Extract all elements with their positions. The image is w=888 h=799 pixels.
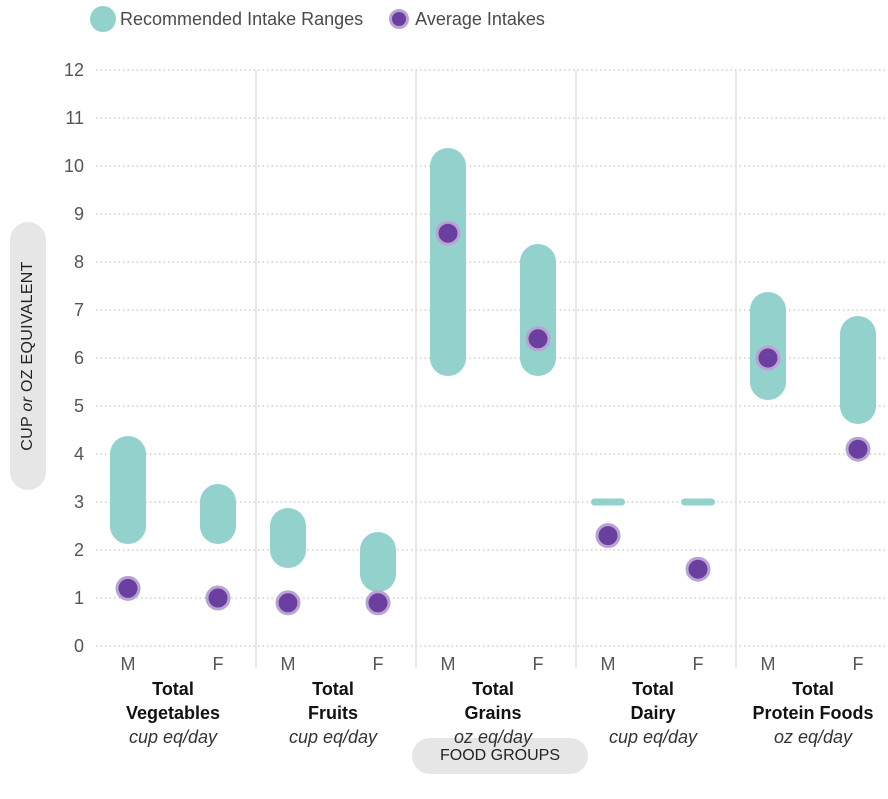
y-tick-label: 5 (74, 396, 84, 416)
y-tick-label: 7 (74, 300, 84, 320)
group-unit: cup eq/day (289, 727, 378, 747)
range-bar (591, 498, 625, 506)
x-tick-label-sex: M (441, 654, 456, 674)
group-name-line1: Total (312, 679, 354, 699)
average-swatch-icon (389, 9, 410, 29)
x-tick-label-sex: F (693, 654, 704, 674)
x-tick-label-sex: F (373, 654, 384, 674)
average-point (205, 585, 231, 611)
group-name-line1: Total (632, 679, 674, 699)
group-name-line2: Protein Foods (753, 703, 874, 723)
x-tick-label-sex: M (121, 654, 136, 674)
legend-item-average: Average Intakes (389, 9, 545, 30)
group-name-line1: Total (792, 679, 834, 699)
average-point (845, 436, 871, 462)
range-bar (840, 316, 876, 424)
y-tick-label: 6 (74, 348, 84, 368)
x-axis-label: FOOD GROUPS (439, 747, 560, 764)
average-point (525, 326, 551, 352)
x-tick-label-sex: M (281, 654, 296, 674)
average-point (115, 575, 141, 601)
range-bar (360, 532, 396, 592)
average-point (365, 590, 391, 616)
y-tick-label: 10 (64, 156, 84, 176)
group-name-line1: Total (152, 679, 194, 699)
group-unit: oz eq/day (774, 727, 853, 747)
group-name-line2: Vegetables (126, 703, 220, 723)
y-axis-label-pill (10, 222, 46, 490)
x-tick-label-sex: F (533, 654, 544, 674)
range-bar (270, 508, 306, 568)
group-name-line2: Fruits (308, 703, 358, 723)
y-tick-label: 3 (74, 492, 84, 512)
x-tick-label-sex: M (601, 654, 616, 674)
average-point (755, 345, 781, 371)
average-point (595, 523, 621, 549)
y-tick-label: 9 (74, 204, 84, 224)
y-tick-label: 11 (65, 108, 84, 128)
group-unit: cup eq/day (129, 727, 218, 747)
average-point (685, 556, 711, 582)
range-bar (681, 498, 715, 506)
group-name-line2: Grains (464, 703, 521, 723)
group-name-line2: Dairy (630, 703, 675, 723)
y-tick-label: 4 (74, 444, 84, 464)
legend: Recommended Intake Ranges Average Intake… (90, 6, 571, 32)
group-unit: cup eq/day (609, 727, 698, 747)
range-bar (200, 484, 236, 544)
y-tick-label: 12 (64, 60, 84, 80)
range-swatch-icon (90, 6, 116, 32)
average-point (435, 220, 461, 246)
legend-average-label: Average Intakes (415, 8, 545, 29)
average-point (275, 590, 301, 616)
group-unit: oz eq/day (454, 727, 533, 747)
group-name-line1: Total (472, 679, 514, 699)
y-tick-label: 1 (74, 588, 84, 608)
legend-item-range: Recommended Intake Ranges (90, 6, 363, 32)
legend-range-label: Recommended Intake Ranges (120, 8, 364, 29)
range-bar (520, 244, 556, 376)
x-tick-label-sex: F (213, 654, 224, 674)
x-tick-label-sex: M (761, 654, 776, 674)
range-bar (430, 148, 466, 376)
x-tick-label-sex: F (853, 654, 864, 674)
y-tick-label: 2 (74, 540, 84, 560)
range-bar (110, 436, 146, 544)
y-tick-label: 0 (74, 636, 84, 656)
x-axis-label-pill: FOOD GROUPS (412, 738, 588, 774)
y-tick-label: 8 (74, 252, 84, 272)
